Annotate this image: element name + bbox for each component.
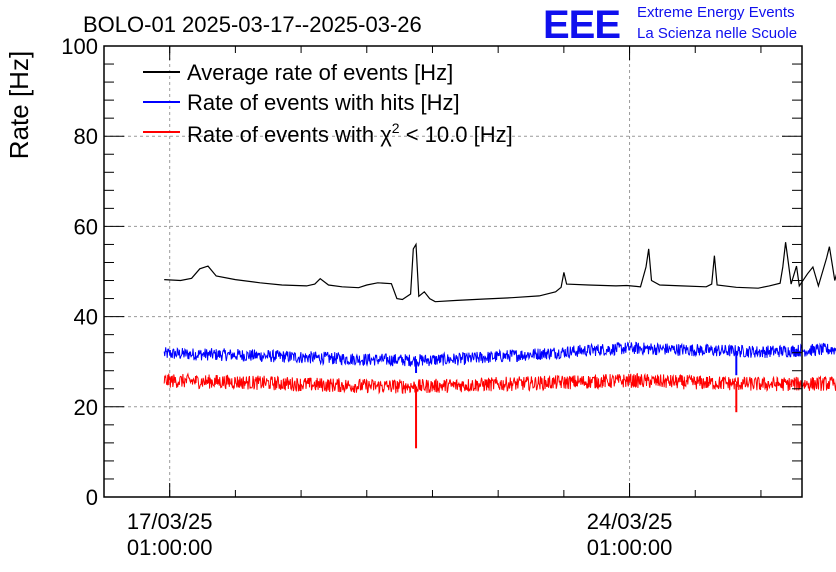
series-band-hits: [163, 341, 836, 368]
legend-label-chi2: Rate of events with χ2 < 10.0 [Hz]: [187, 120, 513, 147]
eee-logo: EEE Extreme Energy Events La Scienza nel…: [543, 3, 797, 47]
legend-chi2-sup: 2: [392, 120, 400, 136]
legend-label-hits: Rate of events with hits [Hz]: [187, 90, 460, 115]
legend-chi2-prefix: Rate of events with: [187, 122, 380, 147]
legend-chi2-symbol: χ: [380, 122, 392, 147]
y-tick-label: 0: [86, 485, 98, 510]
x-tick-label-date: 17/03/25: [127, 509, 213, 534]
axes: [103, 45, 803, 498]
legend-label-avg: Average rate of events [Hz]: [187, 60, 453, 85]
y-tick-label: 40: [74, 305, 98, 330]
logo-line-1: Extreme Energy Events: [637, 4, 795, 21]
y-tick-label: 80: [74, 124, 98, 149]
y-tick-label: 100: [61, 34, 98, 59]
x-tick-label-time: 01:00:00: [587, 535, 673, 560]
legend-chi2-suffix: < 10.0 [Hz]: [400, 122, 513, 147]
series-band-chi2: [163, 372, 836, 395]
logo-line-2: La Scienza nelle Scuole: [637, 25, 797, 42]
series-line-average: [164, 242, 836, 303]
x-tick-label-date: 24/03/25: [587, 509, 673, 534]
legend: Average rate of events [Hz] Rate of even…: [143, 60, 513, 147]
chart-title: BOLO-01 2025-03-17--2025-03-26: [83, 12, 422, 37]
axis-labels: 02040608010017/03/2501:00:0024/03/2501:0…: [61, 34, 672, 560]
y-tick-label: 20: [74, 395, 98, 420]
x-tick-label-time: 01:00:00: [127, 535, 213, 560]
eee-logo-mark: EEE: [543, 3, 620, 47]
y-tick-label: 60: [74, 214, 98, 239]
y-axis-label: Rate [Hz]: [4, 51, 34, 159]
plot-frame: [103, 45, 803, 498]
series-layer: [163, 242, 836, 449]
grid: [104, 46, 802, 497]
